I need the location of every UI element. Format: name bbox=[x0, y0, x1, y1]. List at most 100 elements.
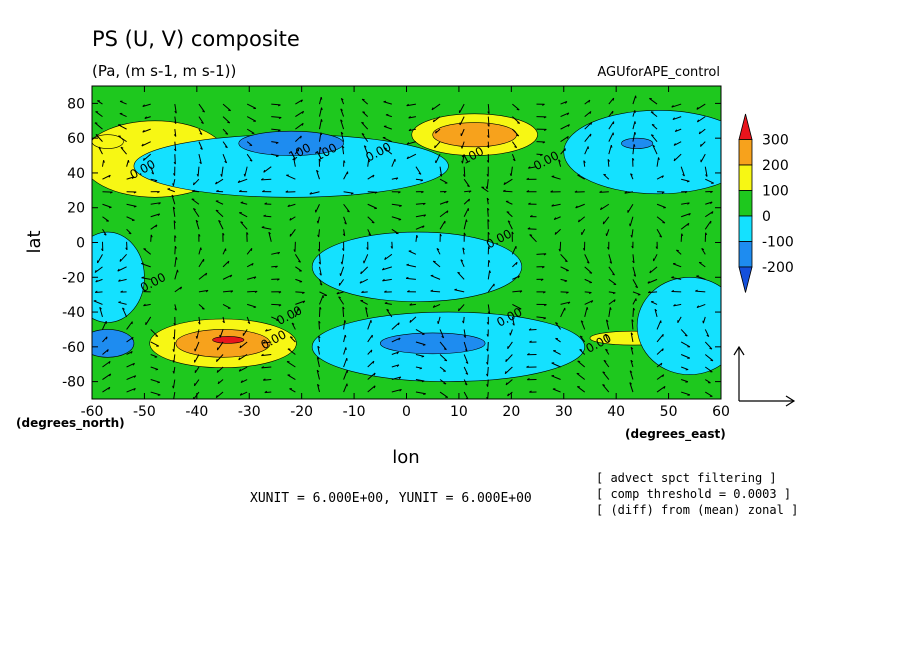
y-unit-label: (degrees_north) bbox=[16, 416, 125, 431]
wind-vector-head bbox=[157, 213, 161, 217]
wind-vector bbox=[192, 208, 200, 218]
wind-vector bbox=[704, 211, 714, 218]
wind-vector-head bbox=[261, 178, 264, 181]
wind-vector bbox=[118, 135, 127, 143]
wind-vector-head bbox=[696, 106, 699, 110]
contour-region bbox=[238, 130, 344, 156]
wind-vector-head bbox=[486, 174, 489, 177]
wind-vector-head bbox=[701, 247, 705, 251]
wind-vector-head bbox=[132, 363, 135, 366]
wind-vector-head bbox=[590, 122, 593, 125]
wind-vector-head bbox=[275, 265, 278, 269]
wind-vector-head bbox=[227, 260, 230, 264]
wind-vector bbox=[264, 391, 272, 394]
wind-vector-head bbox=[143, 303, 146, 307]
wind-vector bbox=[99, 307, 103, 318]
wind-vector-head bbox=[486, 334, 489, 337]
wind-vector-head bbox=[175, 257, 178, 260]
wind-vector bbox=[629, 216, 634, 227]
wind-vector-head bbox=[275, 155, 279, 158]
wind-vector bbox=[463, 341, 468, 352]
wind-vector bbox=[408, 250, 417, 255]
wind-vector-head bbox=[316, 169, 319, 173]
wind-vector-head bbox=[434, 145, 436, 149]
wind-vector bbox=[649, 98, 658, 105]
wind-vector-head bbox=[243, 173, 246, 177]
wind-vector-head bbox=[133, 388, 136, 391]
wind-vector-head bbox=[528, 328, 532, 331]
wind-vector-head bbox=[421, 191, 424, 194]
wind-vector bbox=[102, 203, 112, 208]
wind-vector bbox=[343, 358, 348, 368]
wind-vector-head bbox=[192, 182, 195, 186]
wind-vector-head bbox=[350, 192, 354, 195]
wind-vector bbox=[555, 322, 562, 330]
wind-vector bbox=[681, 202, 690, 205]
wind-vector bbox=[150, 354, 158, 358]
wind-vector-head bbox=[421, 355, 425, 358]
wind-vector-head bbox=[647, 280, 650, 284]
y-tick-label: -80 bbox=[62, 375, 85, 391]
wind-vector-head bbox=[361, 133, 365, 136]
wind-vector bbox=[172, 379, 176, 389]
wind-vector bbox=[704, 329, 710, 337]
wind-vector-head bbox=[599, 190, 602, 193]
wind-vector-head bbox=[200, 247, 202, 251]
contour-region bbox=[311, 231, 523, 302]
wind-vector bbox=[701, 248, 706, 255]
wind-vector bbox=[653, 254, 658, 262]
wind-vector bbox=[415, 178, 423, 181]
wind-vector-head bbox=[406, 103, 409, 107]
wind-vector-head bbox=[141, 143, 144, 147]
wind-vector bbox=[391, 351, 399, 355]
wind-vector-head bbox=[320, 119, 323, 122]
wind-vector-head bbox=[217, 381, 220, 384]
wind-vector bbox=[439, 220, 446, 230]
wind-vector bbox=[174, 129, 177, 137]
wind-vector bbox=[512, 290, 523, 293]
wind-vector-head bbox=[239, 345, 242, 349]
wind-vector-head bbox=[684, 334, 688, 337]
wind-vector-head bbox=[686, 180, 690, 183]
colorbar-swatch bbox=[738, 241, 753, 268]
wind-vector-head bbox=[583, 160, 586, 163]
wind-vector bbox=[700, 141, 706, 147]
wind-vector bbox=[415, 166, 422, 175]
wind-vector bbox=[656, 348, 664, 355]
wind-vector bbox=[216, 366, 224, 373]
wind-vector bbox=[361, 121, 369, 130]
wind-vector-head bbox=[172, 206, 176, 210]
wind-vector-head bbox=[108, 387, 111, 390]
wind-vector bbox=[150, 224, 158, 230]
wind-vector bbox=[632, 254, 635, 263]
wind-vector bbox=[651, 124, 658, 130]
wind-vector-head bbox=[195, 336, 198, 339]
wind-vector bbox=[383, 125, 392, 130]
wind-vector-head bbox=[567, 301, 571, 305]
wind-vector-head bbox=[119, 258, 122, 262]
wind-vector bbox=[240, 379, 248, 383]
wind-vector bbox=[463, 354, 469, 364]
y-axis: -80 -60 -40 -20 0 20 40 60 80 bbox=[62, 96, 721, 391]
wind-vector bbox=[262, 341, 272, 344]
wind-vector-head bbox=[423, 214, 427, 217]
wind-vector-head bbox=[466, 185, 470, 188]
wind-vector bbox=[647, 278, 658, 284]
wind-vector bbox=[705, 178, 714, 184]
wind-vector-head bbox=[344, 334, 347, 338]
wind-vector-head bbox=[696, 119, 699, 123]
wind-vector bbox=[463, 198, 470, 205]
wind-vector-head bbox=[174, 110, 177, 114]
wind-vector bbox=[439, 166, 443, 177]
wind-vector-head bbox=[512, 158, 516, 162]
wind-vector-head bbox=[551, 175, 555, 177]
wind-vector-head bbox=[710, 191, 713, 194]
wind-vector bbox=[503, 178, 513, 186]
colorbar-swatch bbox=[738, 113, 753, 140]
wind-vector bbox=[406, 153, 417, 160]
wind-vector bbox=[552, 388, 561, 393]
wind-vector-head bbox=[564, 101, 568, 104]
wind-vector-head bbox=[486, 197, 490, 201]
wind-vector bbox=[271, 265, 278, 268]
wind-vector-head bbox=[287, 204, 290, 207]
